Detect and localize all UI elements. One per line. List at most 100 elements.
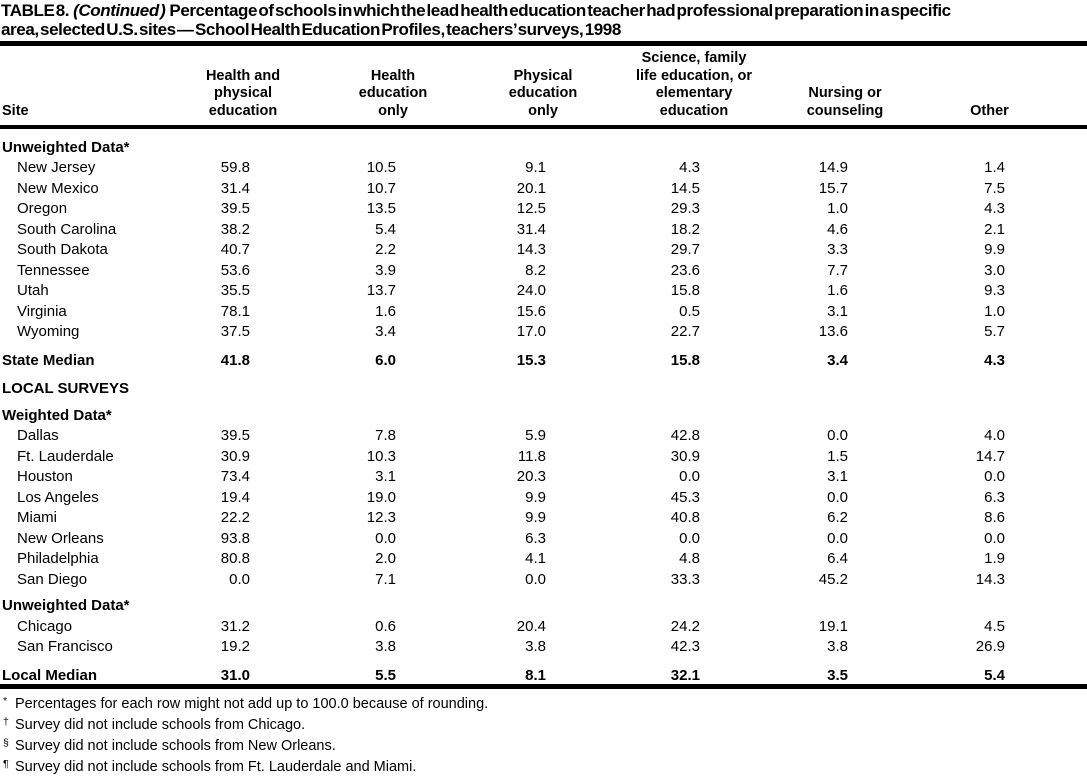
value-cell: 14.3 bbox=[975, 570, 1005, 588]
value-cell: 19.0 bbox=[366, 488, 396, 506]
title-continued-label: (Continued ) bbox=[73, 1, 166, 20]
value-cell: 24.2 bbox=[670, 617, 700, 635]
table-data-row: Oregon 39.5 13.5 12.5 29.3 1.0 4.3 bbox=[0, 197, 1087, 217]
value-cell: 3.8 bbox=[525, 638, 546, 655]
value-cell: 4.3 bbox=[984, 351, 1005, 369]
value-cell: 19.4 bbox=[220, 488, 250, 506]
value-cell: 12.3 bbox=[366, 509, 396, 526]
value-cell: 6.2 bbox=[827, 509, 848, 526]
value-cell: 1.4 bbox=[984, 159, 1005, 176]
value-cell: 4.0 bbox=[984, 427, 1005, 444]
value-cell: 4.3 bbox=[984, 200, 1005, 217]
value-cell: 31.2 bbox=[220, 617, 250, 635]
value-cell: 29.3 bbox=[670, 200, 700, 217]
value-cell: 0.0 bbox=[679, 529, 700, 547]
value-cell: 4.8 bbox=[679, 550, 700, 567]
value-cell: 13.7 bbox=[366, 282, 396, 299]
value-cell: 78.1 bbox=[220, 302, 250, 320]
value-cell: 6.3 bbox=[984, 488, 1005, 506]
footnote-symbol: * bbox=[3, 694, 8, 707]
table-section-row: Unweighted Data* bbox=[0, 588, 1087, 614]
value-cell: 18.2 bbox=[670, 220, 700, 238]
value-cell: 17.0 bbox=[516, 323, 546, 340]
site-cell: San Diego bbox=[17, 570, 88, 588]
site-cell: New Orleans bbox=[17, 529, 104, 547]
value-cell: 14.7 bbox=[975, 447, 1005, 465]
footnote-text: Survey did not include schools from Chic… bbox=[15, 716, 306, 733]
footnote: * Percentages for each row might not add … bbox=[3, 692, 1087, 713]
value-cell: 15.7 bbox=[818, 179, 848, 197]
value-cell: 0.0 bbox=[984, 468, 1005, 485]
value-cell: 59.8 bbox=[220, 159, 250, 176]
value-cell: 3.1 bbox=[375, 468, 396, 485]
title-text: Percentage of schools in which the lead … bbox=[1, 1, 951, 39]
value-cell: 5.4 bbox=[984, 666, 1005, 684]
table-group-row: LOCAL SURVEYS bbox=[0, 369, 1087, 397]
section-label: Unweighted Data* bbox=[2, 597, 130, 614]
value-cell: 7.1 bbox=[375, 570, 396, 588]
site-cell: Tennessee bbox=[17, 261, 90, 279]
value-cell: 2.2 bbox=[375, 241, 396, 258]
value-cell: 4.3 bbox=[679, 159, 700, 176]
site-cell: Wyoming bbox=[17, 323, 80, 340]
value-cell: 15.8 bbox=[670, 282, 700, 299]
footnote-symbol: ¶ bbox=[3, 757, 9, 770]
site-cell: Los Angeles bbox=[17, 488, 99, 506]
value-cell: 39.5 bbox=[220, 427, 250, 444]
value-cell: 38.2 bbox=[220, 220, 250, 238]
column-header-science-family-life-elementary: Science, family life education, or eleme… bbox=[618, 46, 770, 129]
value-cell: 2.1 bbox=[984, 220, 1005, 238]
value-cell: 5.9 bbox=[525, 427, 546, 444]
table-data-row: South Dakota 40.7 2.2 14.3 29.7 3.3 9.9 bbox=[0, 238, 1087, 258]
value-cell: 3.8 bbox=[827, 638, 848, 655]
value-cell: 45.2 bbox=[818, 570, 848, 588]
table-data-row: Houston 73.4 3.1 20.3 0.0 3.1 0.0 bbox=[0, 465, 1087, 485]
table-data-row: New Jersey 59.8 10.5 9.1 4.3 14.9 1.4 bbox=[0, 156, 1087, 176]
table-data-row: New Orleans 93.8 0.0 6.3 0.0 0.0 0.0 bbox=[0, 526, 1087, 547]
data-table: Site Health and physical education Healt… bbox=[0, 46, 1087, 684]
table-data-row: Utah 35.5 13.7 24.0 15.8 1.6 9.3 bbox=[0, 279, 1087, 299]
site-cell: Houston bbox=[17, 468, 73, 485]
value-cell: 9.9 bbox=[525, 509, 546, 526]
value-cell: 4.1 bbox=[525, 550, 546, 567]
value-cell: 0.0 bbox=[827, 529, 848, 547]
value-cell: 0.0 bbox=[679, 468, 700, 485]
value-cell: 32.1 bbox=[670, 666, 700, 684]
value-cell: 3.3 bbox=[827, 241, 848, 258]
value-cell: 13.6 bbox=[818, 323, 848, 340]
value-cell: 42.3 bbox=[670, 638, 700, 655]
site-cell: Philadelphia bbox=[17, 550, 99, 567]
value-cell: 41.8 bbox=[220, 351, 250, 369]
table-data-row: Miami 22.2 12.3 9.9 40.8 6.2 8.6 bbox=[0, 506, 1087, 526]
table-data-row: Philadelphia 80.8 2.0 4.1 4.8 6.4 1.9 bbox=[0, 547, 1087, 567]
value-cell: 10.3 bbox=[366, 447, 396, 465]
value-cell: 39.5 bbox=[220, 200, 250, 217]
site-cell: Virginia bbox=[17, 302, 67, 320]
table-data-row: Los Angeles 19.4 19.0 9.9 45.3 0.0 6.3 bbox=[0, 485, 1087, 506]
value-cell: 15.3 bbox=[516, 351, 546, 369]
table-data-row: South Carolina 38.2 5.4 31.4 18.2 4.6 2.1 bbox=[0, 217, 1087, 238]
value-cell: 6.3 bbox=[525, 529, 546, 547]
value-cell: 15.8 bbox=[670, 351, 700, 369]
value-cell: 0.0 bbox=[375, 529, 396, 547]
column-header-other: Other bbox=[920, 46, 1087, 129]
value-cell: 9.9 bbox=[984, 241, 1005, 258]
site-cell: San Francisco bbox=[17, 638, 113, 655]
value-cell: 93.8 bbox=[220, 529, 250, 547]
value-cell: 20.4 bbox=[516, 617, 546, 635]
column-header-health-education-only: Health education only bbox=[318, 46, 468, 129]
value-cell: 0.0 bbox=[827, 427, 848, 444]
value-cell: 1.6 bbox=[375, 302, 396, 320]
value-cell: 24.0 bbox=[516, 282, 546, 299]
value-cell: 29.7 bbox=[670, 241, 700, 258]
header-row: Site Health and physical education Healt… bbox=[0, 46, 1087, 129]
section-label: Unweighted Data* bbox=[2, 138, 130, 156]
value-cell: 73.4 bbox=[220, 468, 250, 485]
value-cell: 26.9 bbox=[975, 638, 1005, 655]
footnote: † Survey did not include schools from Chi… bbox=[3, 713, 1087, 734]
value-cell: 4.5 bbox=[984, 617, 1005, 635]
footnote: § Survey did not include schools from New… bbox=[3, 734, 1087, 755]
table-data-row: Chicago 31.2 0.6 20.4 24.2 19.1 4.5 bbox=[0, 614, 1087, 635]
value-cell: 31.0 bbox=[220, 666, 250, 684]
section-label: LOCAL SURVEYS bbox=[2, 380, 129, 397]
